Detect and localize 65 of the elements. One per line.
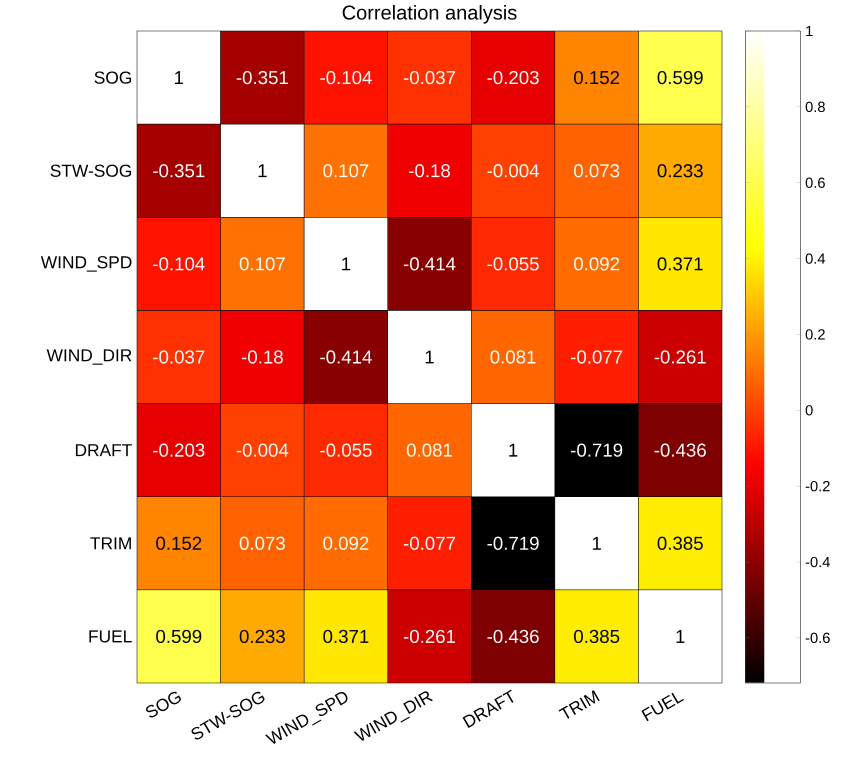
data-label: 0.152 [156,536,202,550]
data-label: 0.371 [658,257,703,270]
data-label: -0.037 [404,70,456,84]
x-tick-label: SOG [146,692,182,718]
x-tick-label: FUEL [641,692,684,722]
data-label: -0.055 [487,257,539,270]
data-label: -0.104 [153,257,205,270]
data-label: -0.18 [242,350,283,364]
y-tick-label: WIND_DIR [46,349,132,365]
y-tick-label: STW-SOG [50,164,132,177]
y-tick-label: WIND_SPD [40,256,132,272]
data-label: -0.004 [487,164,539,178]
y-tick-label: TRIM [90,537,131,550]
color-bar-label: 1 [806,26,813,36]
data-label: -0.004 [236,444,288,457]
data-label: 1 [258,164,267,178]
data-label: 1 [342,257,350,270]
data-label: -0.077 [571,350,622,364]
color-bar-label: 0 [806,405,813,416]
data-label: -0.055 [320,444,372,457]
data-label: -0.436 [654,444,706,457]
data-label: 1 [426,350,434,364]
data-label: 0.385 [574,630,620,644]
data-label: -0.077 [404,536,456,550]
data-label: 0.233 [240,630,285,644]
color-bar-label: -0.2 [806,480,830,492]
data-label: 0.092 [574,257,620,270]
data-label: 1 [509,444,518,457]
data-label: -0.351 [153,164,204,178]
data-label: -0.18 [409,164,450,178]
data-label: 0.081 [490,350,536,364]
color-bar-label: 0.4 [806,253,826,264]
data-label: -0.719 [487,536,539,550]
color-bar-label: 0.8 [806,102,825,112]
data-label: 0.081 [406,444,452,457]
data-label: 0.152 [574,70,620,84]
data-label: -0.719 [571,444,622,457]
data-label: 0.385 [658,536,703,550]
data-label: 0.599 [658,70,703,84]
data-label: 0.092 [323,536,368,550]
data-label: -0.261 [654,350,706,364]
y-tick-label: DRAFT [76,444,132,456]
color-bar-label: 0.2 [806,329,825,340]
data-label: 1 [592,536,601,550]
y-tick-label: SOG [94,71,132,84]
color-bar-label: 0.6 [806,178,825,188]
data-label: 0.107 [323,164,368,178]
x-tick-label: TRIM [558,690,600,719]
data-label: -0.414 [404,257,456,270]
data-label: 0.073 [240,536,285,550]
y-tick-label: FUEL [89,630,132,642]
data-label: -0.104 [320,70,372,84]
data-label: -0.351 [236,70,288,84]
color-bar-label: -0.4 [806,556,830,568]
color-bar-label: -0.6 [806,632,830,644]
data-label: -0.414 [320,350,372,364]
data-label: -0.203 [487,70,539,84]
data-label: 1 [676,630,685,643]
data-label: -0.436 [487,630,539,644]
data-label: 0.233 [658,164,703,178]
data-label: 0.107 [240,257,285,270]
data-label: 0.371 [323,630,368,644]
data-label: -0.261 [404,630,456,644]
chart-title: Correlation analysis [342,4,517,24]
data-label: 0.073 [574,164,620,178]
